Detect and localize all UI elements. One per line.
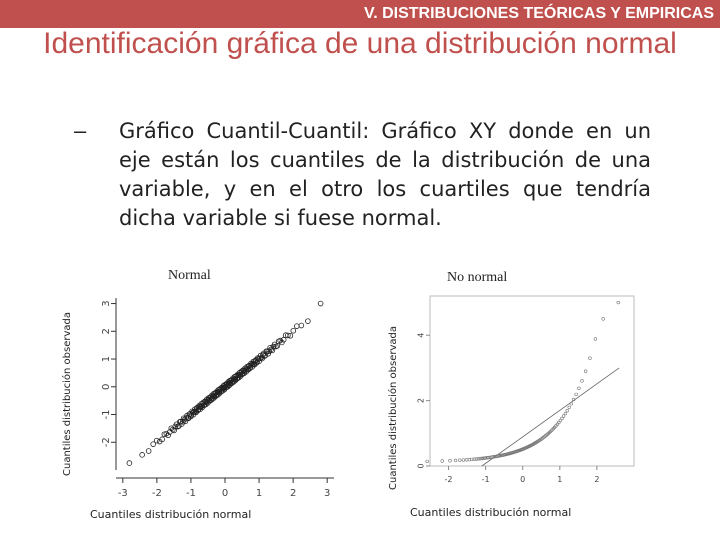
- data-point: [269, 347, 276, 354]
- x-tick-label: 2: [594, 475, 599, 484]
- y-tick-label: 0: [417, 463, 426, 468]
- data-point: [461, 458, 466, 462]
- y-tick-label: 2: [101, 328, 112, 334]
- x-tick-label: -3: [118, 488, 128, 499]
- data-point: [145, 448, 152, 454]
- y-tick-label: 2: [417, 398, 426, 403]
- data-point: [569, 402, 574, 406]
- data-point: [480, 456, 484, 461]
- x-tick-label: -1: [186, 488, 196, 499]
- data-point: [563, 411, 568, 416]
- data-point: [150, 441, 156, 447]
- y-tick-label: 4: [417, 333, 426, 338]
- y-tick-label: 3: [101, 300, 112, 306]
- header-bar: V. DISTRIBUCIONES TEÓRICAS Y EMPIRICAS: [0, 0, 720, 28]
- data-point: [231, 378, 237, 385]
- data-point: [425, 459, 429, 464]
- data-point: [215, 391, 221, 398]
- data-point: [258, 354, 265, 361]
- plot-frame: [429, 295, 635, 467]
- data-point: [159, 436, 165, 443]
- data-point: [476, 457, 480, 461]
- data-point: [561, 414, 566, 418]
- y-tick-label: 1: [101, 356, 112, 362]
- ylabel-normal: Cuantiles distribución observada: [62, 311, 73, 476]
- data-point: [279, 339, 285, 346]
- data-point: [285, 332, 291, 339]
- data-point: [616, 300, 620, 305]
- data-point: [171, 427, 177, 434]
- data-point: [139, 452, 145, 458]
- data-point: [277, 337, 284, 344]
- slide-title: Identificación gráfica de una distribuci…: [43, 27, 677, 60]
- data-point: [440, 459, 444, 463]
- x-tick-label: -2: [445, 475, 453, 484]
- y-tick-label: -1: [101, 410, 112, 420]
- data-point: [265, 350, 271, 357]
- data-point: [593, 337, 598, 341]
- data-point: [571, 397, 576, 402]
- ylabel-no-normal: Cuantiles distribución observada: [388, 325, 399, 490]
- data-point: [290, 327, 297, 334]
- data-point: [558, 418, 563, 423]
- data-point: [474, 457, 478, 461]
- data-point: [567, 405, 571, 410]
- data-point: [287, 332, 294, 339]
- x-tick-label: -2: [152, 488, 162, 499]
- data-point: [565, 408, 569, 413]
- x-tick-label: 1: [557, 475, 562, 484]
- qq-plot-no-normal: -2 -1 0 1 2 0 2 4: [417, 295, 635, 484]
- x-tick-label: 3: [324, 488, 330, 499]
- x-tick-label: 0: [520, 475, 525, 484]
- data-point: [577, 386, 581, 391]
- data-point: [458, 458, 462, 462]
- data-point: [583, 369, 588, 373]
- data-point: [493, 454, 497, 459]
- x-tick-label: 2: [290, 488, 296, 499]
- data-point: [305, 318, 311, 324]
- data-point: [580, 379, 584, 383]
- data-point: [478, 456, 482, 461]
- section-label: V. DISTRIBUCIONES TEÓRICAS Y EMPIRICAS: [364, 5, 714, 22]
- bullet-text: Gráfico Cuantil-Cuantil: Gráfico XY dond…: [119, 119, 651, 230]
- data-point: [126, 460, 133, 466]
- data-point: [153, 437, 160, 444]
- xlabel-no-normal: Cuantiles distribución normal: [410, 506, 572, 519]
- plot-title-normal: Normal: [168, 268, 211, 283]
- data-point: [464, 458, 469, 462]
- data-point: [317, 300, 324, 307]
- y-tick-label: -2: [101, 437, 112, 447]
- data-point: [588, 356, 592, 360]
- xlabel-normal: Cuantiles distribución normal: [90, 508, 252, 521]
- data-point: [294, 323, 300, 329]
- qq-plot-normal: -3 -2 -1 0 1 2 3 -2 -1 0 1 2 3: [101, 298, 334, 499]
- plot-title-no-normal: No normal: [447, 270, 508, 285]
- data-point: [453, 458, 458, 463]
- x-tick-label: 1: [256, 488, 262, 499]
- data-point: [165, 432, 171, 439]
- data-point: [280, 336, 287, 343]
- data-point: [574, 392, 578, 397]
- data-point: [163, 430, 170, 437]
- data-point: [470, 457, 474, 462]
- data-point: [448, 459, 452, 463]
- x-tick-label: 0: [222, 488, 228, 499]
- bullet-dash: –: [74, 118, 87, 143]
- reference-line: [481, 367, 620, 467]
- data-point: [236, 374, 242, 381]
- data-point: [298, 322, 305, 329]
- x-tick-label: -1: [482, 475, 490, 484]
- y-tick-label: 0: [101, 384, 112, 390]
- data-point: [560, 416, 564, 421]
- data-point: [472, 457, 476, 461]
- data-point: [481, 456, 486, 460]
- data-point: [601, 317, 605, 321]
